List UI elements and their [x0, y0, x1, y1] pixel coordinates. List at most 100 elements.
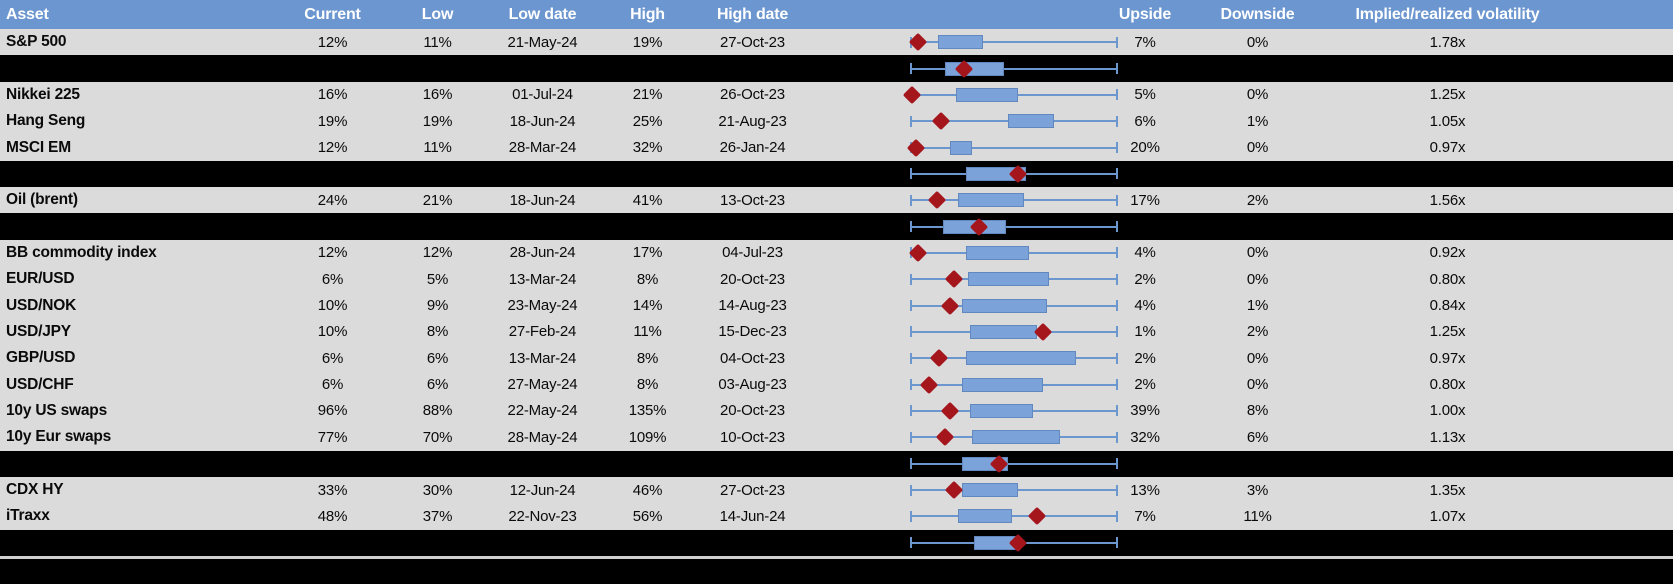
low-cell: 30%	[422, 481, 453, 499]
implied-realized-volatility-cell: 0.97x	[1429, 139, 1466, 157]
high-date-cell: 03-Aug-23	[718, 376, 787, 394]
high-date-cell: 10-Oct-23	[720, 428, 785, 446]
high-date-cell: 27-Oct-23	[720, 481, 785, 499]
diamond-marker	[902, 85, 922, 105]
whisker-cap-right	[1116, 300, 1118, 312]
current-cell: 12%	[317, 139, 348, 157]
table-row: BB commodity index 12% 12% 28-Jun-24 17%…	[0, 239, 1673, 267]
whisker-cap-left	[910, 405, 912, 417]
high-date-cell: 20-Oct-23	[720, 402, 785, 420]
high-date-cell: 15-Dec-23	[718, 323, 787, 341]
downside-cell: 0%	[1246, 86, 1269, 104]
upside-cell: 2%	[1134, 376, 1156, 394]
upside-cell: 7%	[1134, 33, 1156, 51]
whisker-cap-right	[1116, 458, 1118, 470]
current-cell: 48%	[317, 507, 348, 525]
current-cell: 19%	[317, 112, 348, 130]
whisker-cap-right	[1116, 194, 1118, 206]
asset-cell: Oil (brent)	[6, 191, 78, 209]
current-cell: 12%	[317, 244, 348, 262]
boxplot	[910, 503, 1118, 529]
low-date-cell: 13-Mar-24	[508, 349, 577, 367]
implied-realized-volatility-cell: 1.78x	[1429, 33, 1466, 51]
boxplot	[910, 161, 1118, 187]
table-row: Oil (brent) 24% 21% 18-Jun-24 41% 13-Oct…	[0, 187, 1673, 214]
whisker-cap-left	[910, 458, 912, 470]
upside-cell: 2%	[1134, 349, 1156, 367]
whisker-cap-right	[1116, 142, 1118, 154]
whisker-cap-left	[910, 537, 912, 549]
column-header-downside: Downside	[1220, 5, 1295, 23]
upside-cell: 20%	[1130, 139, 1160, 157]
boxplot	[910, 187, 1118, 213]
table-row: USD/JPY 10% 8% 27-Feb-24 11% 15-Dec-23 1…	[0, 318, 1673, 346]
diamond-marker	[929, 349, 949, 368]
box	[970, 324, 1037, 339]
boxplot	[902, 82, 1118, 108]
low-cell: 70%	[422, 428, 453, 446]
whisker-cap-right	[1116, 36, 1118, 48]
downside-cell: 2%	[1246, 191, 1269, 209]
box	[938, 35, 983, 50]
high-cell: 17%	[632, 244, 663, 262]
downside-cell: 0%	[1246, 376, 1269, 394]
table-row: USD/NOK 10% 9% 23-May-24 14% 14-Aug-23 4…	[0, 292, 1673, 319]
implied-realized-volatility-cell: 1.07x	[1429, 507, 1466, 525]
high-cell: 8%	[636, 376, 659, 394]
implied-realized-volatility-cell: 1.13x	[1429, 428, 1466, 446]
whisker-cap-right	[1116, 273, 1118, 285]
whisker-cap-right	[1116, 221, 1118, 233]
high-date-cell: 27-Oct-23	[720, 33, 785, 51]
low-cell: 11%	[423, 139, 452, 157]
current-cell: 24%	[317, 191, 348, 209]
diamond-marker	[1027, 507, 1047, 526]
low-date-cell: 28-Jun-24	[509, 244, 576, 262]
downside-cell: 0%	[1246, 33, 1269, 51]
high-date-cell: 13-Oct-23	[720, 191, 785, 209]
separator-row	[0, 55, 1673, 82]
asset-cell: GBP/USD	[6, 349, 76, 367]
box	[972, 430, 1060, 445]
low-cell: 12%	[422, 244, 453, 262]
separator-row	[0, 213, 1673, 240]
table-row: USD/CHF 6% 6% 27-May-24 8% 03-Aug-23 2% …	[0, 371, 1673, 398]
upside-cell: 2%	[1134, 270, 1156, 288]
whisker-cap-left	[910, 168, 912, 180]
whisker-cap-right	[1116, 379, 1118, 391]
box	[955, 87, 1019, 102]
asset-cell: 10y Eur swaps	[6, 428, 112, 446]
implied-realized-volatility-cell: 0.92x	[1429, 244, 1466, 262]
upside-cell: 32%	[1130, 428, 1160, 446]
low-date-cell: 12-Jun-24	[509, 481, 576, 499]
high-cell: 11%	[633, 323, 662, 341]
current-cell: 96%	[317, 402, 348, 420]
whisker-cap-left	[910, 484, 912, 496]
whisker-cap-right	[1116, 63, 1118, 75]
box	[957, 509, 1012, 524]
column-header-implied-realized-volatility: Implied/realized volatility	[1355, 5, 1540, 23]
boxplot	[910, 266, 1118, 292]
table-row: iTraxx 48% 37% 22-Nov-23 56% 14-Jun-24 7…	[0, 503, 1673, 530]
table-row: Nikkei 225 16% 16% 01-Jul-24 21% 26-Oct-…	[0, 81, 1673, 109]
asset-cell: 10y US swaps	[6, 401, 107, 419]
boxplot	[910, 345, 1118, 371]
table-body: S&P 500 12% 11% 21-May-24 19% 27-Oct-23 …	[0, 29, 1673, 556]
diamond-marker	[944, 270, 963, 289]
low-date-cell: 28-Mar-24	[508, 139, 577, 157]
low-date-cell: 01-Jul-24	[512, 86, 573, 104]
asset-cell: MSCI EM	[6, 138, 71, 156]
boxplot	[910, 108, 1118, 134]
current-cell: 6%	[321, 376, 344, 394]
upside-cell: 6%	[1134, 112, 1156, 130]
whisker-track	[910, 67, 1118, 70]
boxplot	[910, 55, 1118, 81]
asset-cell: iTraxx	[6, 507, 50, 525]
box	[1007, 114, 1054, 129]
asset-cell: EUR/USD	[6, 270, 75, 288]
diamond-marker	[940, 296, 959, 315]
current-cell: 6%	[321, 270, 344, 288]
downside-cell: 3%	[1246, 481, 1269, 499]
low-cell: 11%	[423, 33, 452, 51]
high-cell: 25%	[632, 112, 663, 130]
